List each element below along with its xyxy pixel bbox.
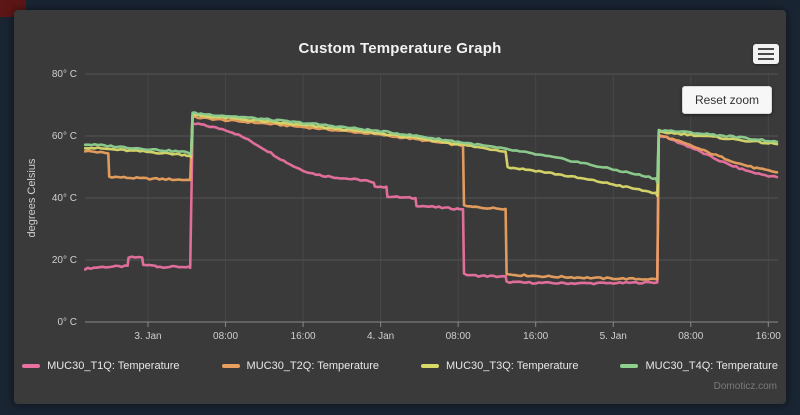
legend-swatch — [22, 364, 41, 368]
series-lines — [84, 111, 779, 286]
chart-panel: Custom Temperature Graph Reset zoom degr… — [14, 10, 786, 404]
x-tick-label: 16:00 — [756, 331, 781, 342]
legend-item[interactable]: MUC30_T4Q: Temperature — [620, 360, 778, 372]
y-tick-label: 20° C — [52, 255, 77, 266]
legend-item[interactable]: MUC30_T1Q: Temperature — [22, 360, 180, 372]
series-line-2 — [84, 113, 779, 198]
legend-swatch — [620, 364, 639, 368]
y-gridlines — [85, 73, 778, 323]
x-tick-marks — [147, 322, 769, 327]
legend-swatch — [421, 364, 439, 368]
y-tick-label: 80° C — [52, 69, 77, 80]
y-tick-labels: 0° C 20° C 40° C 60° C 80° C — [52, 69, 77, 328]
chart-title: Custom Temperature Graph — [298, 40, 502, 57]
legend-item[interactable]: MUC30_T3Q: Temperature — [421, 360, 578, 372]
x-tick-labels: 3. Jan 08:00 16:00 4. Jan 08:00 16:00 5. Jan 08… — [134, 331, 781, 342]
x-tick-label: 4. Jan — [367, 331, 394, 342]
chart-legend: MUC30_T1Q: Temperature MUC30_T2Q: Tempera… — [14, 360, 786, 372]
x-tick-label: 08:00 — [446, 331, 471, 342]
series-line-3 — [84, 111, 779, 184]
x-tick-label: 3. Jan — [134, 331, 161, 342]
y-tick-label: 60° C — [52, 131, 77, 142]
watermark-credits-link[interactable]: Domoticz.com — [713, 381, 777, 392]
y-tick-label: 0° C — [57, 317, 77, 328]
y-tick-label: 40° C — [52, 193, 77, 204]
reset-zoom-button[interactable]: Reset zoom — [681, 86, 772, 114]
legend-label: MUC30_T2Q: Temperature — [246, 360, 379, 372]
legend-swatch — [221, 364, 240, 368]
x-tick-label: 5. Jan — [600, 331, 627, 342]
x-tick-label: 16:00 — [291, 331, 316, 342]
legend-item[interactable]: MUC30_T2Q: Temperature — [221, 360, 379, 372]
context-menu-button[interactable] — [753, 44, 779, 64]
x-tick-label: 08:00 — [213, 331, 238, 342]
legend-label: MUC30_T4Q: Temperature — [645, 360, 778, 372]
x-tick-label: 08:00 — [678, 331, 703, 342]
chart-plot-area[interactable]: 3. Jan 08:00 16:00 4. Jan 08:00 16:00 5. Jan 08… — [14, 10, 786, 404]
x-tick-label: 16:00 — [523, 331, 548, 342]
legend-label: MUC30_T3Q: Temperature — [446, 360, 579, 372]
legend-label: MUC30_T1Q: Temperature — [47, 360, 180, 372]
